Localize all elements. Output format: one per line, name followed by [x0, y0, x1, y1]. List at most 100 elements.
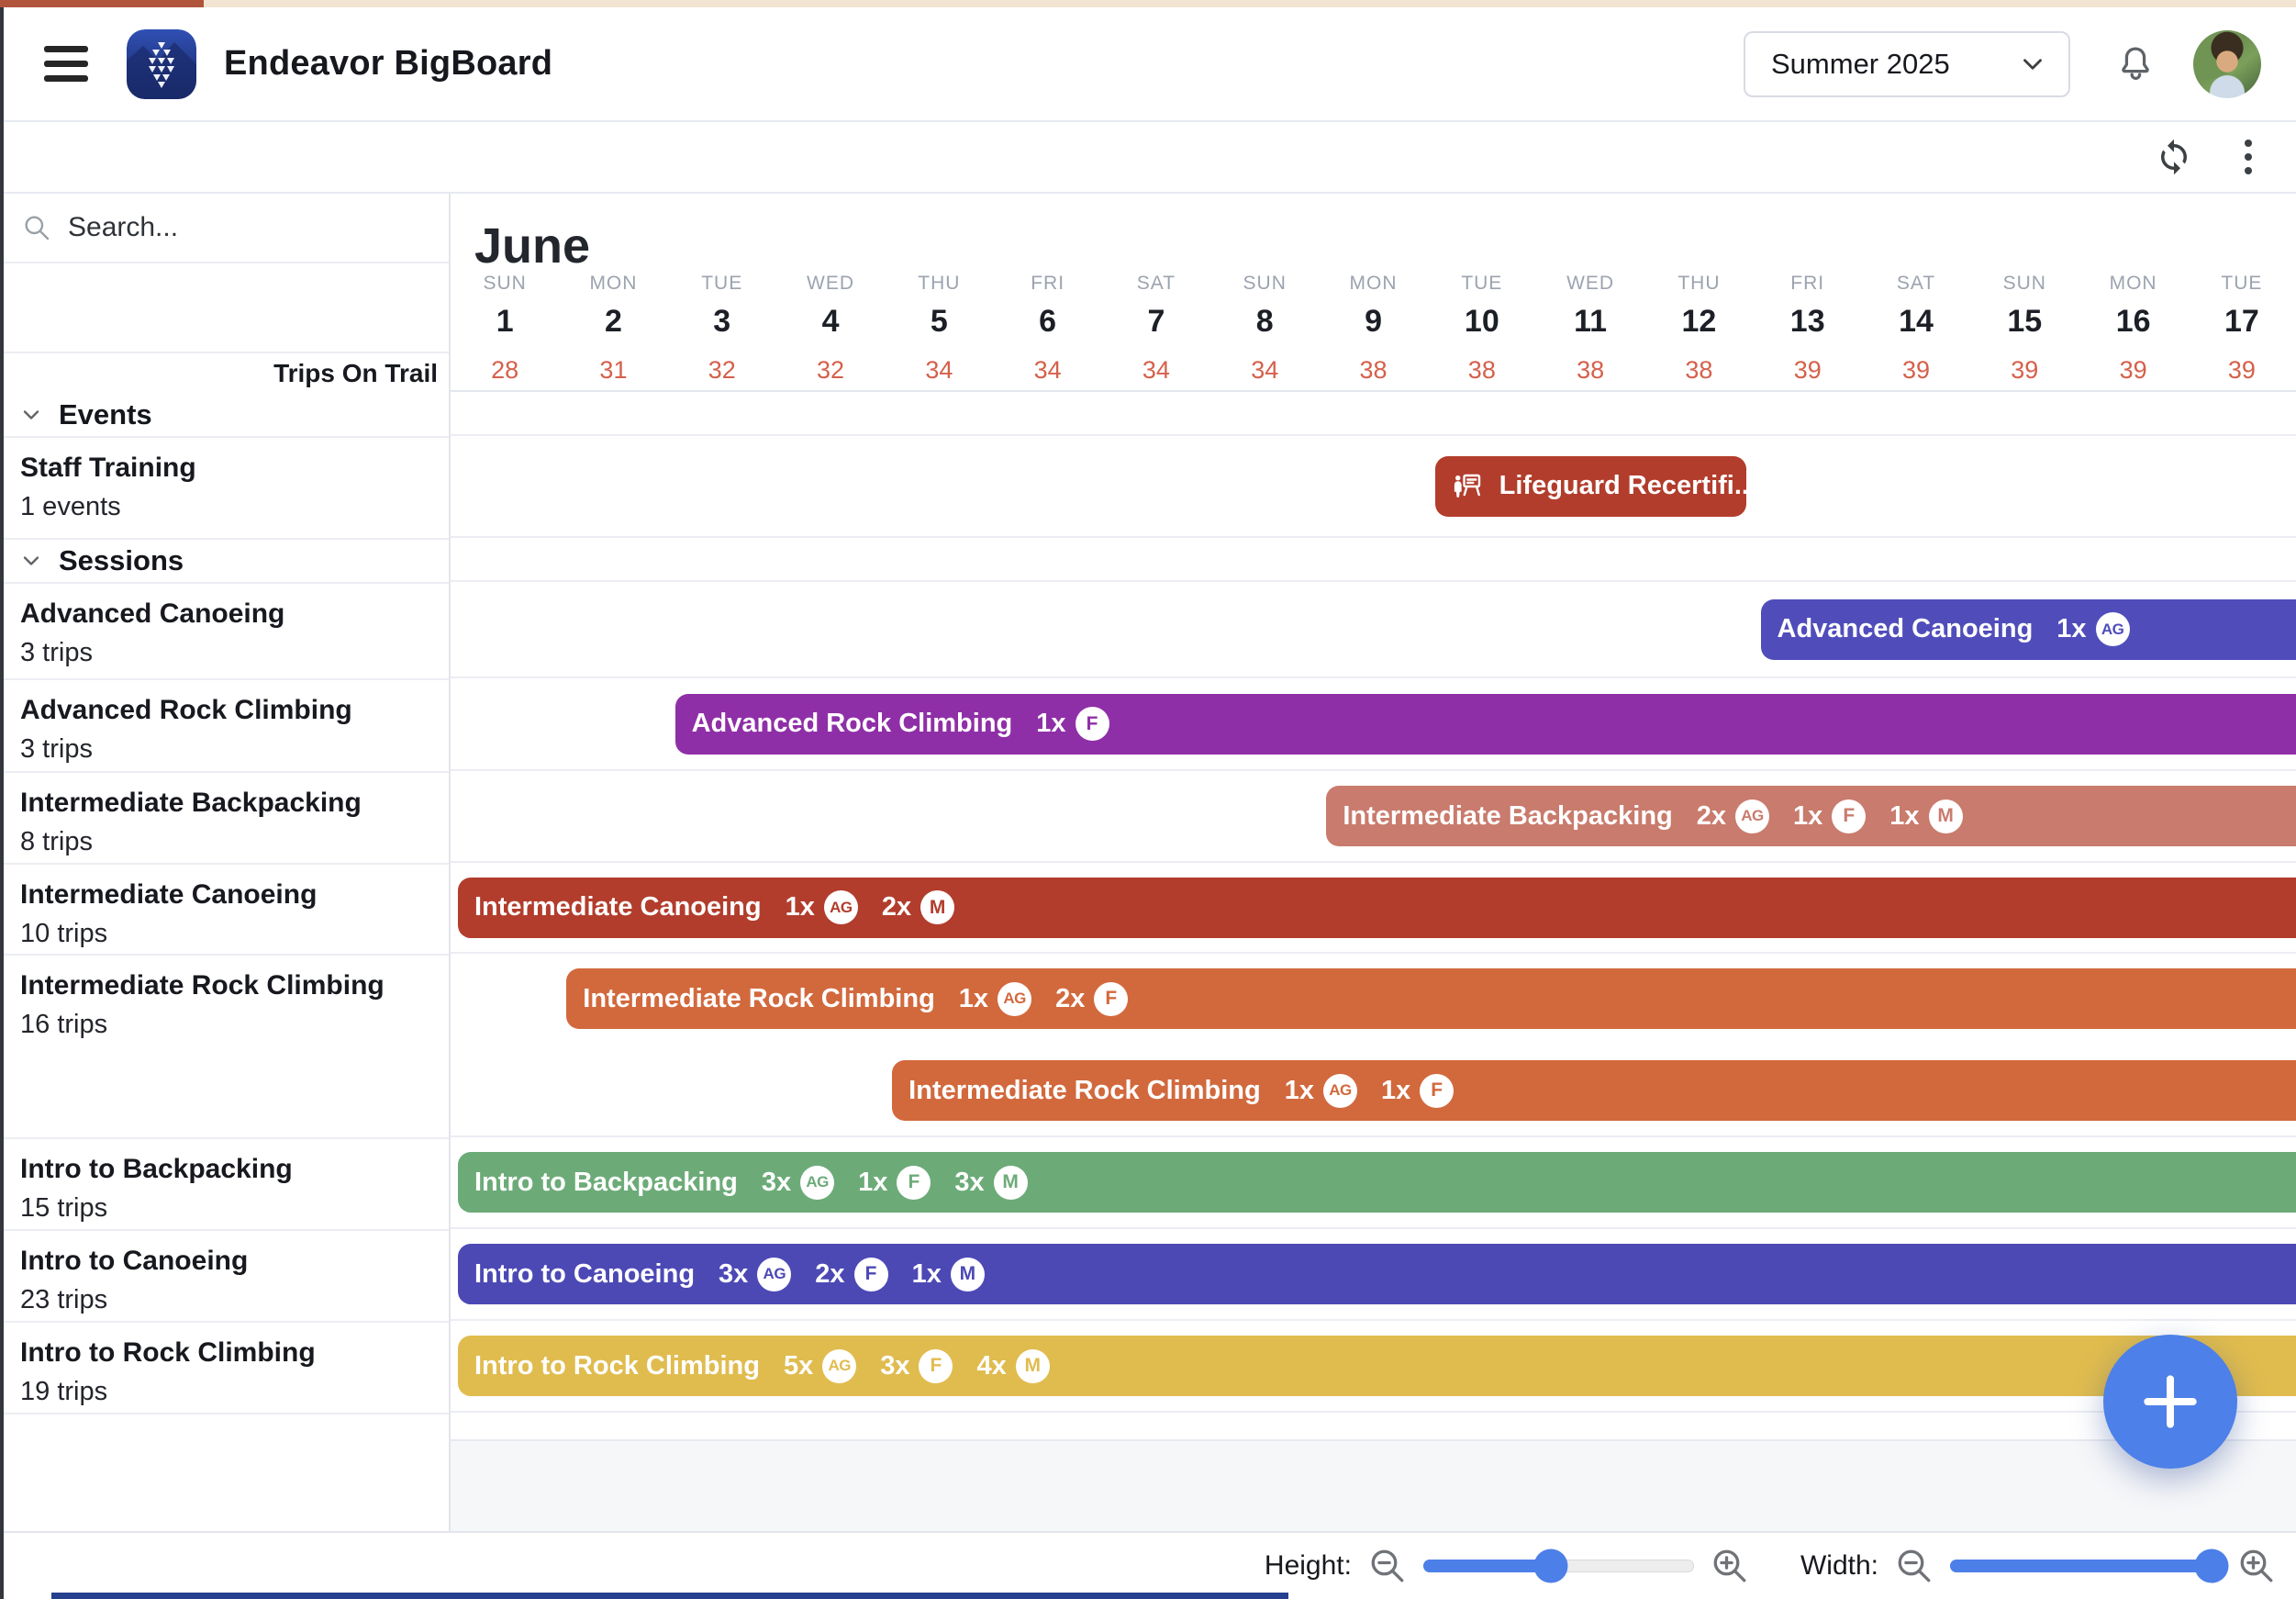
sidebar-item-intermediate-rock-climbing[interactable]: Intermediate Rock Climbing 16 trips [0, 956, 449, 1139]
sidebar: Trips On Trail Events Staff Training 1 eve… [0, 194, 451, 1531]
day-column-header: THU 5 34 [885, 271, 993, 390]
trips-on-trail-header: Trips On Trail [273, 359, 438, 387]
user-avatar[interactable] [2193, 29, 2261, 98]
zoom-in-icon[interactable] [2237, 1547, 2276, 1585]
item-title: Intermediate Backpacking [20, 788, 362, 818]
refresh-icon[interactable] [2155, 138, 2193, 176]
session-bar-intermediate-rock-climbing[interactable]: Intermediate Rock Climbing 1x AG 1x F [892, 1060, 2296, 1121]
group-badge-f: F [853, 1257, 888, 1292]
day-number: 8 [1255, 304, 1274, 339]
session-bar-advanced-rock-climbing[interactable]: Advanced Rock Climbing 1x F [674, 693, 2296, 755]
sidebar-item-advanced-rock-climbing[interactable]: Advanced Rock Climbing 3 trips [0, 680, 449, 773]
sidebar-item-intermediate-backpacking[interactable]: Intermediate Backpacking 8 trips [0, 773, 449, 865]
trips-on-trail-count: 34 [925, 356, 953, 384]
day-of-week-label: WED [1566, 273, 1615, 294]
badge-count: 3x [719, 1258, 749, 1289]
lane-intermediate-canoeing: Intermediate Canoeing 1x AG 2x M [451, 863, 2296, 954]
trips-on-trail-count: 31 [599, 356, 628, 384]
item-title: Advanced Canoeing [20, 598, 285, 629]
sidebar-item-intro-to-backpacking[interactable]: Intro to Backpacking 15 trips [0, 1139, 449, 1231]
hamburger-menu-icon[interactable] [44, 46, 88, 82]
item-title: Intro to Rock Climbing [20, 1337, 316, 1368]
session-bar-intermediate-rock-climbing[interactable]: Intermediate Rock Climbing 1x AG 2x F [566, 968, 2296, 1029]
group-badge-ag: AG [2095, 612, 2130, 646]
group-badge-ag: AG [757, 1257, 792, 1292]
group-badge-m: M [993, 1165, 1028, 1200]
sidebar-item-advanced-canoeing[interactable]: Advanced Canoeing 3 trips [0, 584, 449, 680]
lane-staff-training: Lifeguard Recertifi... [451, 436, 2296, 538]
bar-title: Lifeguard Recertifi... [1499, 471, 1746, 500]
month-title: June [474, 218, 591, 274]
pinecone-logo [127, 28, 196, 99]
sidebar-item-staff-training[interactable]: Staff Training 1 events [0, 438, 449, 540]
bar-title: Intermediate Rock Climbing [908, 1075, 1261, 1105]
day-number: 1 [496, 304, 514, 339]
day-column-header: TUE 17 39 [2188, 271, 2296, 390]
lane-intro-to-canoeing: Intro to Canoeing 3x AG 2x F 1x M [451, 1229, 2296, 1321]
add-button[interactable] [2103, 1335, 2237, 1469]
day-number: 15 [2007, 304, 2043, 339]
session-bar-intro-to-canoeing[interactable]: Intro to Canoeing 3x AG 2x F 1x M [458, 1244, 2296, 1304]
width-slider[interactable] [1950, 1549, 2229, 1582]
badge-count: 1x [1889, 800, 1920, 831]
session-bar-intro-to-rock-climbing[interactable]: Intro to Rock Climbing 5x AG 3x F 4x M [458, 1336, 2296, 1396]
window-left-edge [0, 7, 4, 1599]
session-bar-intro-to-backpacking[interactable]: Intro to Backpacking 3x AG 1x F 3x M [458, 1152, 2296, 1213]
badge-count: 1x [2056, 614, 2087, 643]
badge-count: 1x [958, 983, 989, 1013]
trips-on-trail-count: 38 [1359, 356, 1388, 384]
trips-on-trail-count: 34 [1033, 356, 1062, 384]
trips-on-trail-count: 38 [1685, 356, 1713, 384]
sidebar-rows: Events Staff Training 1 events Sessions Adva… [0, 394, 449, 1414]
day-of-week-label: WED [807, 273, 855, 294]
section-header-events[interactable]: Events [0, 394, 449, 438]
trips-on-trail-count: 28 [491, 356, 519, 384]
bar-title: Intro to Canoeing [474, 1258, 696, 1289]
item-title: Intro to Canoeing [20, 1246, 249, 1276]
event-bar-lifeguard-recertifi[interactable]: Lifeguard Recertifi... [1434, 455, 1746, 517]
session-bar-advanced-canoeing[interactable]: Advanced Canoeing 1x AG [1760, 598, 2296, 660]
badge-count: 1x [911, 1258, 942, 1289]
badge-count: 2x [815, 1258, 845, 1289]
session-bar-intermediate-canoeing[interactable]: Intermediate Canoeing 1x AG 2x M [458, 877, 2296, 938]
session-bar-intermediate-backpacking[interactable]: Intermediate Backpacking 2x AG 1x F 1x M [1326, 786, 2296, 846]
sidebar-item-intermediate-canoeing[interactable]: Intermediate Canoeing 10 trips [0, 865, 449, 956]
trips-on-trail-count: 38 [1467, 356, 1496, 384]
section-header-sessions[interactable]: Sessions [0, 540, 449, 584]
day-of-week-label: THU [1677, 273, 1721, 294]
sidebar-item-intro-to-rock-climbing[interactable]: Intro to Rock Climbing 19 trips [0, 1323, 449, 1414]
width-slider-thumb[interactable] [2194, 1549, 2229, 1582]
badge-count: 1x [785, 892, 815, 922]
season-selector-value: Summer 2025 [1771, 47, 1950, 80]
zoom-in-icon[interactable] [1711, 1547, 1749, 1585]
day-of-week-label: SUN [1243, 273, 1287, 294]
group-badge-f: F [1075, 707, 1109, 741]
sidebar-item-intro-to-canoeing[interactable]: Intro to Canoeing 23 trips [0, 1231, 449, 1323]
day-of-week-label: TUE [2221, 273, 2263, 294]
day-number: 4 [821, 304, 840, 339]
trips-on-trail-count: 32 [708, 356, 736, 384]
item-trip-count: 23 trips [20, 1285, 108, 1314]
board-toolbar [0, 122, 2296, 194]
section-label: Events [59, 398, 152, 430]
height-slider[interactable] [1422, 1549, 1694, 1582]
notifications-bell-icon[interactable] [2114, 43, 2157, 85]
empty-lane [451, 1413, 2296, 1441]
calendar-lanes: Lifeguard Recertifi... Advanced Canoeing 1… [451, 392, 2296, 1413]
day-of-week-label: MON [589, 273, 638, 294]
day-number: 9 [1365, 304, 1382, 339]
zoom-out-icon[interactable] [1368, 1547, 1407, 1585]
item-trip-count: 10 trips [20, 919, 108, 948]
season-selector[interactable]: Summer 2025 [1744, 30, 2070, 97]
day-column-header: MON 2 31 [559, 271, 667, 390]
search-input[interactable] [66, 211, 418, 244]
window-bottom-edge [51, 1593, 1288, 1599]
zoom-out-icon[interactable] [1895, 1547, 1934, 1585]
item-trip-count: 8 trips [20, 827, 93, 856]
height-slider-thumb[interactable] [1533, 1549, 1568, 1582]
day-of-week-label: THU [918, 273, 961, 294]
group-badge-f: F [1094, 981, 1129, 1016]
more-options-kebab-icon[interactable] [2241, 136, 2256, 178]
grid-overflow-area [451, 1441, 2296, 1531]
